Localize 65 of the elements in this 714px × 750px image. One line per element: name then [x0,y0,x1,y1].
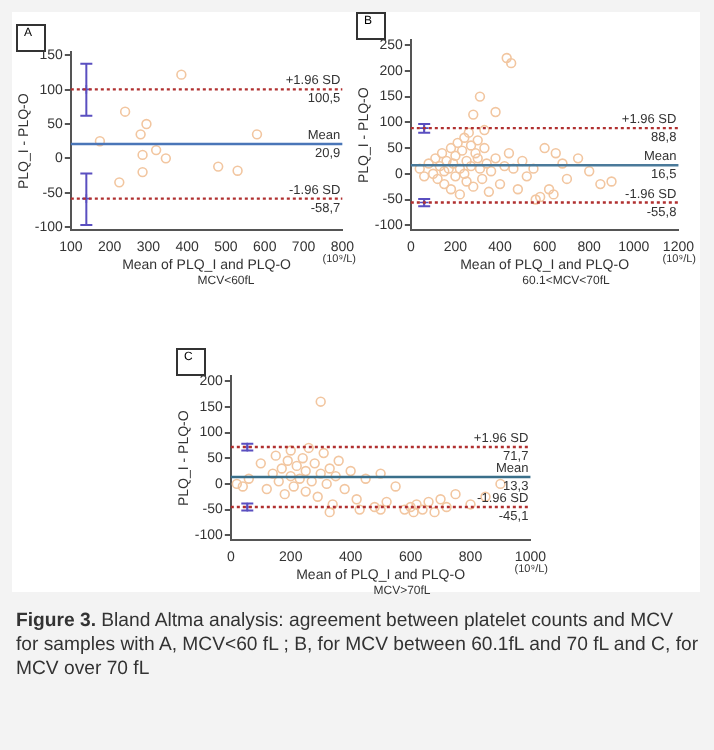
point [309,458,320,469]
point [119,106,131,117]
point [232,165,243,176]
point [339,483,350,495]
point [291,460,302,472]
point [411,499,422,510]
point [333,455,344,466]
point [288,481,299,492]
point [282,455,293,466]
point [369,501,380,513]
point [450,488,461,500]
point [390,481,401,492]
point [351,494,362,505]
point [435,494,446,505]
point [330,470,341,482]
point [114,177,125,188]
point [345,465,356,477]
point [441,501,452,513]
point [327,499,338,510]
point [285,470,296,482]
point [405,501,416,513]
point [375,468,386,479]
caption: Figure 3. Bland Altma analysis: agreement between platelet counts and MCV for samples with A, MCV<60 fL ; B, for MCV between 60.1fL and 70 fL and C, for MCV over 70 fL [16,610,700,682]
point [321,478,332,490]
point [267,468,278,479]
point [297,453,308,464]
point [94,136,106,147]
point [137,166,148,178]
point [360,473,371,484]
point [465,499,476,510]
point [261,483,272,495]
point [315,468,326,479]
point [141,118,152,130]
point [303,442,314,454]
point [276,463,287,474]
point [160,153,172,164]
point [408,506,419,518]
point [354,504,365,515]
point [381,496,392,508]
point [417,504,428,515]
point [300,465,311,477]
point [150,144,162,156]
point [135,129,146,140]
point [251,129,263,140]
point [237,481,249,492]
point [213,161,224,172]
point [324,463,335,474]
point [423,496,434,508]
point [270,450,281,461]
point [137,149,148,161]
point [176,69,187,80]
point [300,486,311,497]
point [285,445,296,456]
point [375,504,386,515]
point [318,447,329,459]
point [429,506,440,518]
point [324,506,335,518]
point [399,504,410,515]
point [315,396,326,407]
point [231,478,243,490]
point [279,488,290,500]
point [294,473,305,484]
point [243,473,254,484]
point [255,458,266,469]
point [312,491,323,502]
